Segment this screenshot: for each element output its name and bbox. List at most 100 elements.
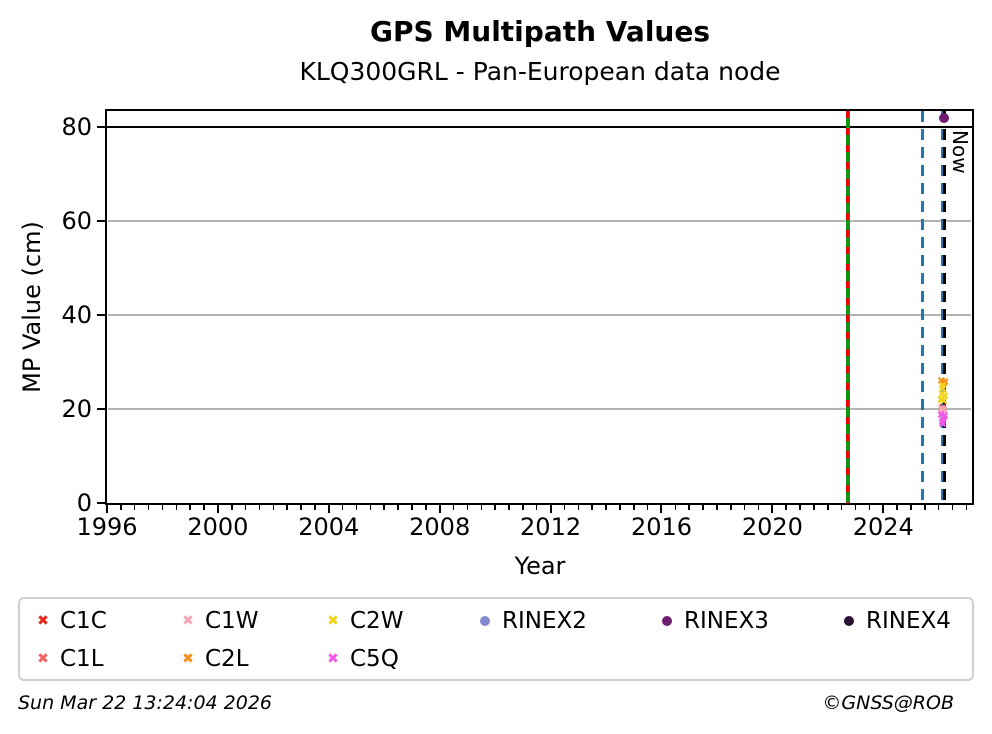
x-tick-minor [147,505,150,510]
x-tick-minor [605,505,607,510]
x-tick-minor [730,505,732,510]
x-tick-minor [799,505,801,510]
data-point-c1w: ✖ [939,403,949,417]
x-tick-minor [425,505,427,510]
x-tick-minor [813,505,815,510]
x-tick-minor [535,505,538,510]
y-tick [97,502,107,504]
x-tick-minor [272,505,275,510]
last-data-line [940,111,944,503]
x-axis-label: Year [514,552,566,580]
data-point-c5q: ✖ [938,411,949,425]
x-tick-minor [646,505,649,510]
x-tick-minor [522,505,524,510]
x-tick-minor [244,505,247,510]
x-tick-minor [286,505,288,510]
x-tick-minor [951,505,954,510]
x-tick-minor [369,505,372,510]
x-marker-icon: ✖ [37,651,49,667]
x-tick-label: 2012 [520,513,582,541]
x-tick-minor [910,505,912,510]
event-line-red-dashed [846,111,850,503]
x-tick-minor [508,505,510,510]
x-tick-minor [937,505,940,510]
y-tick [97,219,107,222]
x-tick-label: 2000 [187,513,249,541]
x-tick-major [549,505,552,513]
x-tick-minor [258,505,261,510]
dot-marker-icon [480,616,490,626]
data-point-c5q: ✖ [939,409,950,423]
chart-title: GPS Multipath Values [369,15,711,48]
x-tick-minor [674,505,677,510]
x-tick-major [882,505,885,513]
x-tick-minor [827,505,829,510]
legend-label: C1L [60,646,104,672]
x-marker-icon: ✖ [327,613,339,629]
x-tick-minor [355,505,358,510]
dot-marker-icon [844,616,854,626]
x-tick-minor [868,505,871,510]
x-tick-minor [494,505,496,510]
legend-label: C2W [350,608,404,634]
x-tick-minor [716,505,718,510]
x-tick-minor [840,505,843,510]
y-tick [97,407,107,410]
legend-label: C5Q [350,646,399,672]
y-tick-label: 0 [76,489,92,517]
x-tick-major [771,505,774,513]
axes-frame [105,109,974,505]
x-tick-minor [120,505,122,510]
x-marker-icon: ✖ [182,651,194,667]
x-tick-minor [341,505,344,510]
x-tick-minor [688,505,690,510]
x-tick-minor [743,505,746,510]
x-tick-label: 1996 [76,513,138,541]
data-point-c2l: ✖ [940,375,950,389]
x-tick-minor [175,505,178,510]
x-tick-major [660,505,663,513]
x-tick-minor [397,505,399,510]
y-tick-label: 60 [61,206,92,235]
x-tick-minor [300,505,302,510]
data-point-c2w: ✖ [937,379,947,393]
gridline [108,219,971,222]
x-marker-icon: ✖ [327,651,339,667]
x-tick-major [438,505,441,513]
x-tick-label: 2008 [409,513,471,541]
x-tick-minor [161,505,164,510]
gridline [108,407,971,410]
data-point-c2l: ✖ [938,377,949,391]
x-tick-minor [965,505,968,510]
x-tick-minor [591,505,593,510]
legend-label: C1W [205,608,259,634]
data-point-c2w: ✖ [937,387,947,401]
threshold-line [107,125,972,129]
data-point-c5q: ✖ [936,408,946,422]
data-point-c2w: ✖ [939,394,949,408]
x-tick-minor [757,505,760,510]
x-tick-minor [480,505,483,510]
x-tick-major [216,505,219,513]
x-tick-minor [577,505,580,510]
now-line [943,111,947,503]
y-tick-label: 20 [61,394,92,423]
y-tick-label: 80 [61,112,92,141]
x-tick-major [327,505,330,513]
data-point-c2w: ✖ [939,389,950,403]
legend-label: RINEX4 [866,608,951,634]
data-point-c1c: ✖ [937,401,947,415]
event-line-blue-dashed [921,111,925,503]
x-tick-minor [133,505,136,510]
x-tick-minor [411,505,413,510]
x-tick-minor [924,505,926,510]
x-tick-minor [563,505,566,510]
x-marker-icon: ✖ [37,613,49,629]
data-point-c2w: ✖ [936,393,946,407]
x-tick-minor [314,505,316,510]
x-tick-label: 2016 [630,513,693,541]
x-tick-label: 2020 [741,513,803,541]
legend: ✖ C1C ✖ C1L ✖ C1W ✖ C2L ✖ C2W ✖ C5Q RINEX2 RINEX3 RINE… [18,597,974,681]
copyright-text: ©GNSS@ROB [822,692,954,714]
